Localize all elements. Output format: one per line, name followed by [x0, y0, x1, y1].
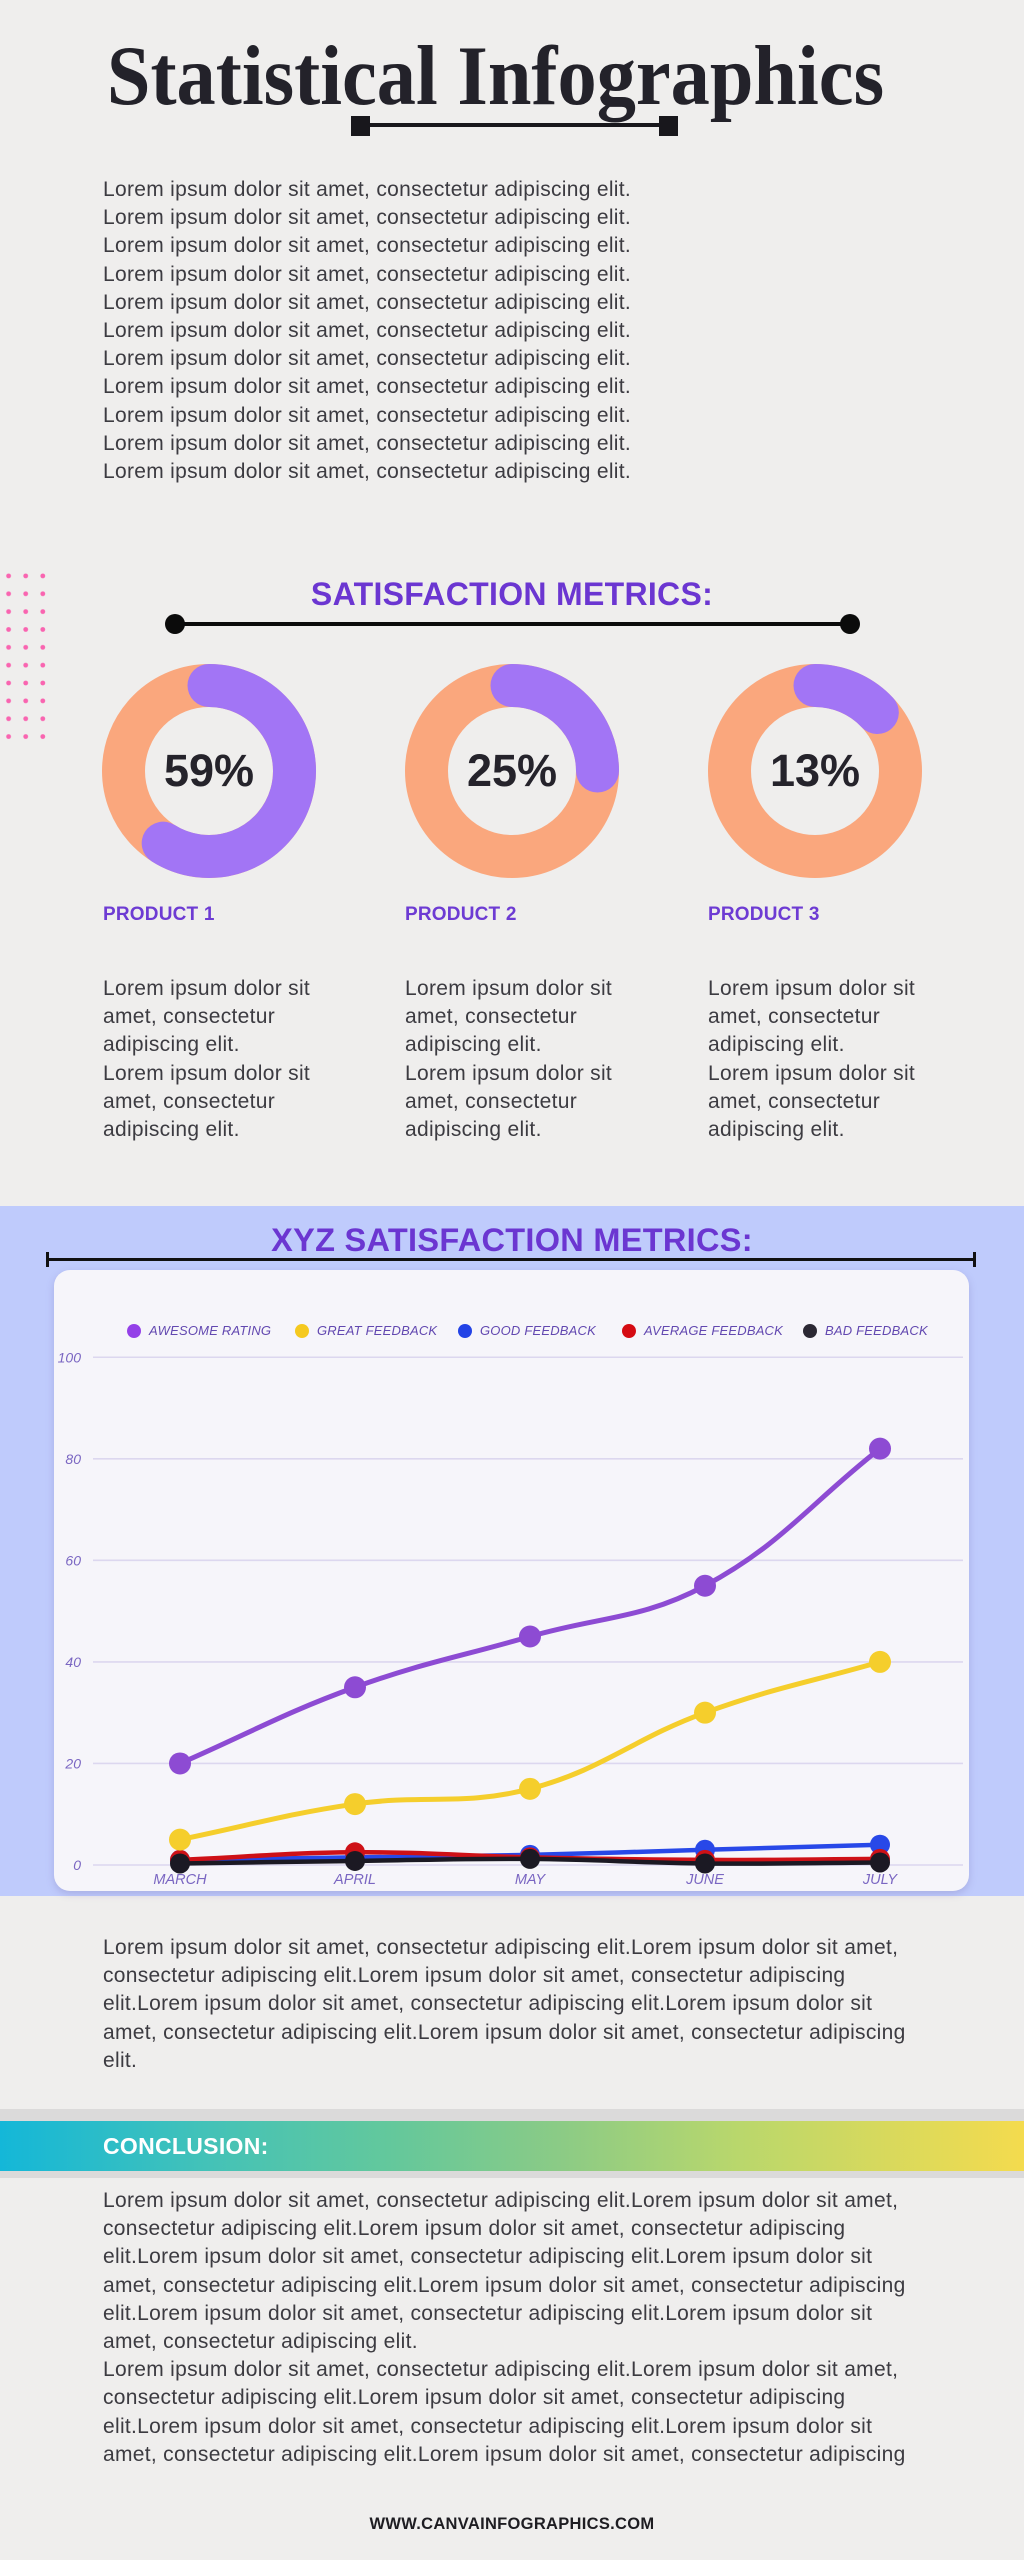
svg-text:0: 0: [73, 1857, 81, 1873]
svg-text:20: 20: [64, 1755, 81, 1771]
svg-text:MAY: MAY: [515, 1872, 547, 1888]
svg-text:60: 60: [65, 1552, 81, 1568]
svg-text:80: 80: [65, 1451, 81, 1467]
svg-text:MARCH: MARCH: [153, 1872, 207, 1888]
svg-text:100: 100: [58, 1349, 82, 1365]
svg-text:JULY: JULY: [862, 1872, 898, 1888]
svg-text:40: 40: [65, 1654, 81, 1670]
svg-text:JUNE: JUNE: [685, 1872, 724, 1888]
svg-text:APRIL: APRIL: [333, 1872, 376, 1888]
